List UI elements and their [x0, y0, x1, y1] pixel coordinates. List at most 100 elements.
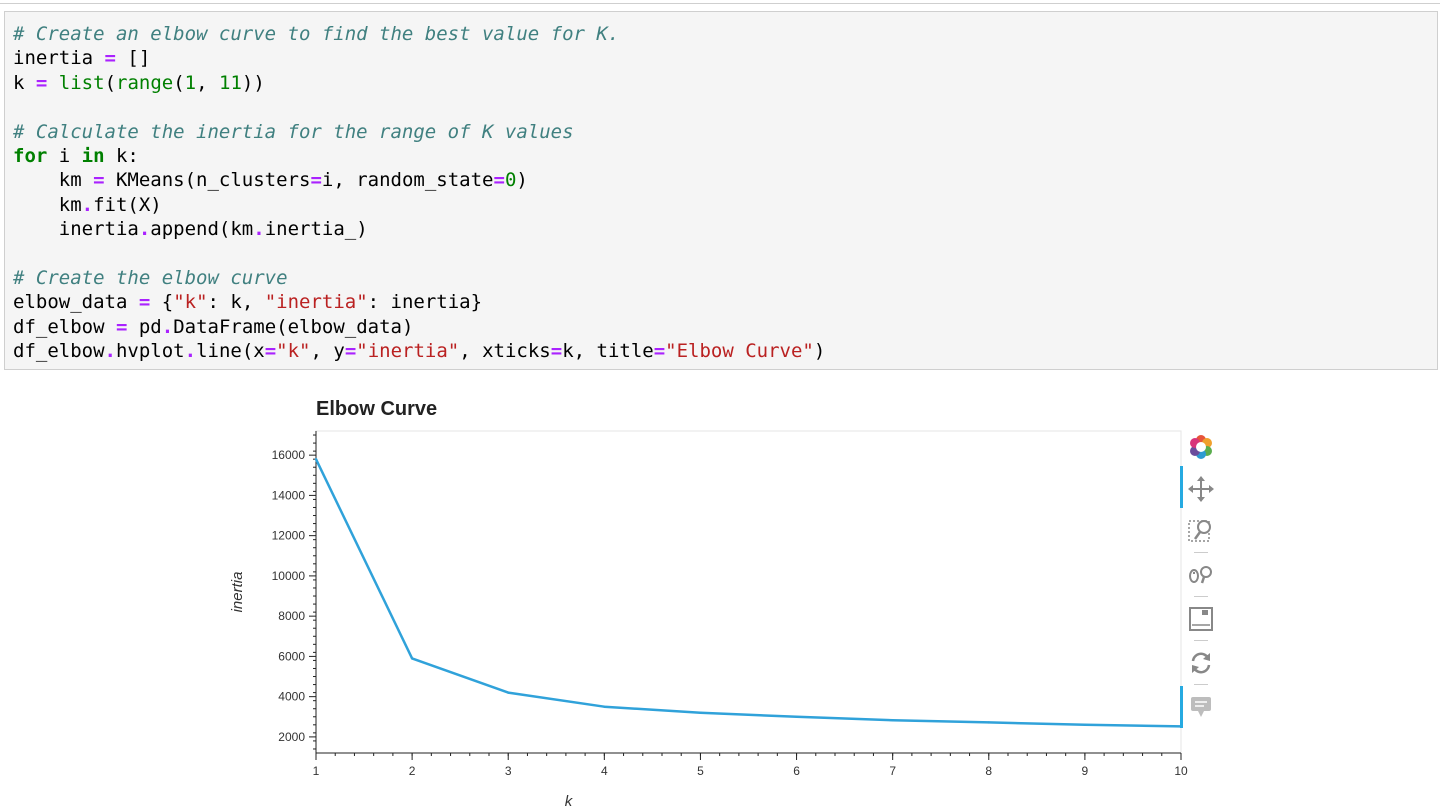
code-line[interactable]: df_elbow = pd.DataFrame(elbow_data): [13, 315, 825, 339]
code-token: , xticks: [459, 340, 551, 363]
data-point: [603, 705, 606, 708]
y-tick-label: 4000: [278, 690, 305, 704]
code-token: range: [116, 71, 174, 94]
code-token: "k": [173, 291, 208, 314]
code-token: line(x: [196, 340, 265, 363]
code-token: inertia: [13, 47, 105, 70]
code-token: =: [344, 340, 357, 363]
code-token: []: [115, 47, 151, 70]
code-token: df_elbow: [13, 340, 105, 363]
code-token: (: [173, 71, 185, 94]
y-tick-label: 14000: [272, 488, 306, 502]
code-line[interactable]: # Create the elbow curve: [13, 266, 825, 290]
code-line[interactable]: km = KMeans(n_clusters=i, random_state=0…: [13, 168, 825, 192]
code-token: "inertia": [264, 291, 368, 314]
code-token: in: [81, 144, 105, 167]
code-token: km: [13, 169, 94, 192]
code-token: : k,: [207, 291, 265, 314]
code-token: ): [516, 169, 528, 192]
x-tick-label: 8: [985, 764, 992, 778]
code-token: DataFrame(elbow_data): [173, 315, 414, 338]
code-token: pd: [127, 315, 162, 338]
x-tick-label: 6: [793, 764, 800, 778]
y-tick-label: 12000: [272, 529, 306, 543]
x-tick-label: 1: [313, 764, 320, 778]
code-line[interactable]: inertia = []: [13, 46, 825, 70]
data-point: [699, 711, 702, 714]
hover-active-indicator: [1180, 686, 1183, 728]
code-token: .: [81, 193, 94, 216]
code-token: )): [241, 71, 265, 94]
code-token: "k": [276, 340, 311, 363]
top-divider: [0, 3, 1440, 4]
code-token: =: [35, 71, 48, 94]
data-point: [1083, 723, 1087, 727]
code-token: , y: [310, 340, 345, 363]
data-point: [795, 715, 798, 718]
code-token: (: [104, 71, 117, 94]
code-token: "inertia": [356, 340, 460, 363]
code-token: # Create the elbow curve: [13, 266, 288, 289]
code-token: =: [310, 169, 322, 192]
reset-icon[interactable]: [1186, 648, 1216, 678]
code-token: =: [104, 47, 116, 70]
code-token: append(km: [150, 218, 254, 241]
box-zoom-icon[interactable]: [1186, 516, 1216, 546]
y-tick-label: 16000: [272, 448, 306, 462]
code-token: k, title: [562, 340, 654, 363]
code-line[interactable]: # Calculate the inertia for the range of…: [13, 120, 825, 144]
code-token: =: [115, 315, 128, 338]
code-line[interactable]: km.fit(X): [13, 193, 825, 217]
code-token: =: [493, 169, 505, 192]
data-point: [314, 457, 318, 461]
hover-icon[interactable]: [1186, 692, 1216, 722]
code-token: 0: [504, 169, 517, 192]
chart-title: Elbow Curve: [316, 398, 438, 420]
code-token: =: [653, 340, 666, 363]
x-tick-label: 7: [889, 764, 896, 778]
code-token: # Calculate the inertia for the range of…: [13, 120, 574, 143]
code-line[interactable]: k = list(range(1, 11)): [13, 71, 825, 95]
plot-area[interactable]: [315, 430, 1182, 754]
code-line[interactable]: df_elbow.hvplot.line(x="k", y="inertia",…: [13, 339, 825, 363]
code-token: KMeans(n_clusters: [104, 169, 311, 192]
toolbar-separator: [1194, 596, 1208, 597]
code-cell[interactable]: # Create an elbow curve to find the best…: [4, 11, 1438, 370]
code-token: elbow_data: [13, 291, 139, 314]
x-axis-label: k: [565, 793, 574, 810]
code-token: .: [253, 218, 265, 241]
pan-icon[interactable]: [1186, 474, 1216, 504]
code-line[interactable]: elbow_data = {"k": k, "inertia": inertia…: [13, 290, 825, 314]
code-token: list: [58, 71, 105, 94]
code-line[interactable]: inertia.append(km.inertia_): [13, 217, 825, 241]
toolbar-separator: [1194, 684, 1208, 685]
save-icon[interactable]: [1186, 604, 1216, 634]
code-editor[interactable]: # Create an elbow curve to find the best…: [13, 22, 825, 363]
code-token: for: [13, 144, 48, 167]
y-axis-label: inertia: [229, 572, 246, 613]
x-tick-label: 3: [505, 764, 512, 778]
toolbar-separator: [1194, 640, 1208, 641]
code-token: {: [150, 291, 174, 314]
wheel-zoom-icon[interactable]: [1186, 560, 1216, 590]
code-token: inertia: [13, 218, 139, 241]
code-token: .: [184, 340, 197, 363]
code-token: i, random_state: [321, 169, 494, 192]
data-point: [410, 657, 414, 660]
code-token: fit(X): [93, 193, 162, 216]
pan-active-indicator: [1180, 466, 1183, 508]
y-tick-label: 2000: [278, 730, 305, 744]
bokeh-logo-icon[interactable]: [1186, 432, 1216, 462]
code-token: .: [104, 340, 116, 363]
x-tick-label: 2: [409, 764, 416, 778]
code-token: =: [93, 169, 105, 192]
code-token: k: [13, 71, 36, 94]
code-line[interactable]: # Create an elbow curve to find the best…: [13, 22, 825, 46]
code-token: km: [13, 193, 82, 216]
code-token: hvplot: [115, 340, 185, 363]
code-token: =: [550, 340, 563, 363]
code-line[interactable]: for i in k:: [13, 144, 825, 168]
code-token: inertia_): [264, 218, 368, 241]
code-token: # Create an elbow curve to find the best…: [13, 23, 620, 45]
